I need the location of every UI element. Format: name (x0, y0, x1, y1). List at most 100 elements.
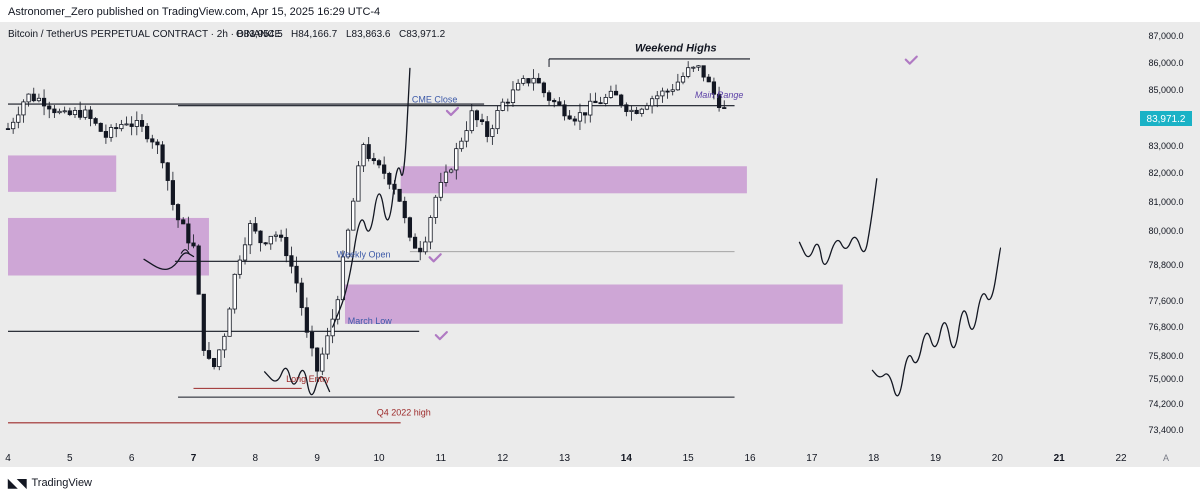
hand-drawings (143, 55, 1002, 397)
candle-body (98, 122, 103, 132)
candle-body (191, 242, 196, 247)
candle-body (521, 78, 526, 84)
candle-body (706, 76, 711, 83)
candle-body (366, 144, 371, 159)
last-price-badge (1140, 111, 1192, 126)
time-tick-label: 17 (806, 453, 818, 464)
candle-body (258, 230, 263, 244)
candle-body (500, 101, 505, 111)
candle-body (495, 110, 500, 130)
checkmark-icon (428, 253, 442, 263)
auto-scale-button[interactable]: A (1163, 453, 1169, 463)
candle-body (356, 165, 361, 202)
candle-body (371, 158, 376, 162)
price-tick-label: 75,000.0 (1148, 374, 1183, 384)
candle-body (510, 89, 516, 104)
price-zones (8, 155, 843, 324)
price-tick-label: 80,000.0 (1148, 226, 1183, 236)
annotation-label: Long Entry (286, 374, 330, 384)
wave-arc (180, 249, 190, 254)
price-tick-label: 81,000.0 (1148, 197, 1183, 207)
candle-body (577, 112, 583, 122)
candle-body (536, 77, 541, 84)
candle-body (588, 100, 593, 116)
candle-body (227, 308, 232, 337)
candle-body (613, 90, 619, 96)
time-tick-label: 15 (683, 453, 695, 464)
candle-body (655, 95, 660, 100)
price-chart[interactable]: Weekend Highs Main Range CME Close Weekly O… (0, 22, 1200, 467)
candle-body (72, 109, 78, 116)
demand-zone-left (8, 217, 209, 276)
time-tick-label: 5 (67, 453, 73, 464)
candle-body (629, 109, 634, 112)
price-tick-label: 86,000.0 (1148, 58, 1183, 68)
candle-body (145, 125, 150, 140)
brand[interactable]: ◣◥ TradingView (8, 476, 92, 490)
tradingview-logo-icon: ◣◥ (8, 476, 27, 490)
candle-body (134, 120, 139, 127)
candle-body (196, 245, 201, 295)
candle-body (186, 223, 191, 244)
candle-body (387, 172, 392, 185)
candle-body (526, 78, 531, 84)
candle-body (516, 82, 521, 91)
candle-body (78, 109, 83, 118)
candle-body (268, 235, 273, 245)
annotation-label: Q4 2022 high (377, 407, 431, 417)
candle-body (423, 241, 428, 253)
time-tick-label: 13 (559, 453, 571, 464)
candle-body (583, 112, 588, 116)
candle-body (449, 169, 454, 173)
chart-area[interactable]: Weekend Highs Main Range CME Close Weekly O… (0, 22, 1200, 467)
price-tick-label: 73,400.0 (1148, 425, 1183, 435)
candle-body (686, 67, 691, 77)
wave-left (143, 252, 195, 271)
low-readout: L83,863.6 (346, 29, 391, 40)
candle-body (299, 282, 304, 309)
candle-body (103, 131, 109, 138)
candle-body (670, 89, 675, 92)
candle-body (474, 110, 480, 121)
annotation-label: Main Range (695, 90, 744, 100)
candle-body (5, 128, 11, 130)
candle-body (242, 244, 248, 261)
candle-body (680, 75, 686, 83)
candle-body (248, 223, 253, 246)
candle-body (639, 108, 644, 114)
wave-rise (331, 67, 411, 328)
candle-body (222, 335, 227, 351)
candle-body (278, 234, 284, 238)
candle-body (660, 90, 665, 97)
candle-body (665, 90, 670, 93)
candle-body (309, 331, 315, 349)
time-tick-label: 4 (5, 453, 11, 464)
annotation-labels: Weekend Highs Main Range CME Close Weekly O… (286, 43, 743, 418)
candle-body (320, 353, 325, 372)
candle-body (273, 234, 279, 237)
candle-body (428, 217, 433, 243)
candle-body (253, 223, 258, 232)
candle-body (376, 160, 382, 166)
candle-body (557, 101, 562, 106)
candle-body (402, 200, 407, 219)
checkmark-icon (445, 106, 460, 117)
candle-body (289, 255, 294, 267)
candle-body (619, 94, 624, 106)
candle-body (505, 101, 510, 104)
candle-body (397, 188, 402, 202)
price-tick-label: 74,200.0 (1148, 399, 1183, 409)
horizontal-levels (8, 58, 750, 424)
candle-body (340, 256, 346, 301)
footer: ◣◥ TradingView (0, 467, 1200, 497)
candle-body (485, 121, 490, 137)
candle-body (181, 219, 186, 225)
candle-body (711, 81, 717, 95)
annotation-label: Weekly Open (337, 250, 391, 260)
candle-body (170, 180, 175, 205)
candle-body (232, 273, 237, 310)
candle-body (490, 128, 495, 137)
candle-body (263, 242, 268, 245)
candle-body (217, 349, 222, 368)
time-tick-label: 22 (1115, 453, 1127, 464)
